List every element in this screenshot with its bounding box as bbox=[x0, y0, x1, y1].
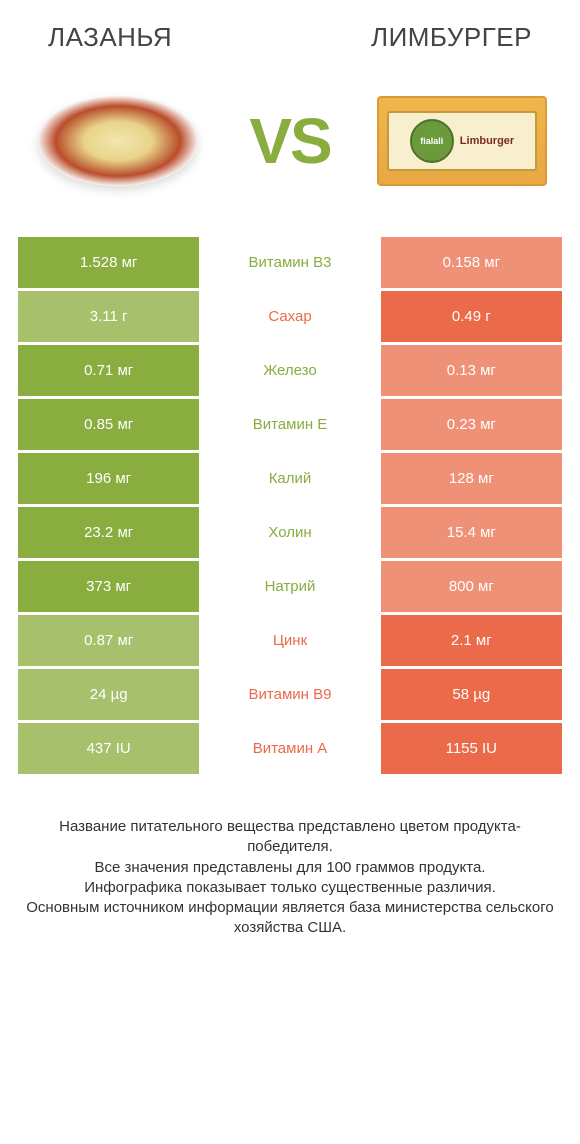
right-value: 1155 IU bbox=[381, 723, 562, 777]
table-row: 1.528 мгВитамин B30.158 мг bbox=[18, 237, 562, 291]
table-row: 437 IUВитамин A1155 IU bbox=[18, 723, 562, 777]
nutrient-name: Витамин B9 bbox=[199, 669, 380, 723]
nutrient-name: Витамин E bbox=[199, 399, 380, 453]
right-value: 0.158 мг bbox=[381, 237, 562, 291]
limburger-icon: fialali Limburger bbox=[377, 96, 547, 186]
left-value: 373 мг bbox=[18, 561, 199, 615]
left-value: 0.87 мг bbox=[18, 615, 199, 669]
left-value: 0.85 мг bbox=[18, 399, 199, 453]
left-value: 24 µg bbox=[18, 669, 199, 723]
footer-line: Название питательного вещества представл… bbox=[26, 817, 554, 858]
left-value: 1.528 мг bbox=[18, 237, 199, 291]
right-value: 2.1 мг bbox=[381, 615, 562, 669]
left-value: 3.11 г bbox=[18, 291, 199, 345]
right-product-image: fialali Limburger bbox=[372, 81, 552, 201]
nutrient-name: Витамин A bbox=[199, 723, 380, 777]
left-value: 23.2 мг bbox=[18, 507, 199, 561]
nutrient-name: Железо bbox=[199, 345, 380, 399]
table-row: 3.11 гСахар0.49 г bbox=[18, 291, 562, 345]
right-value: 0.23 мг bbox=[381, 399, 562, 453]
footer-notes: Название питательного вещества представл… bbox=[18, 817, 562, 939]
table-row: 0.87 мгЦинк2.1 мг bbox=[18, 615, 562, 669]
right-product-title: Лимбургер bbox=[371, 22, 532, 53]
table-row: 196 мгКалий128 мг bbox=[18, 453, 562, 507]
left-value: 196 мг bbox=[18, 453, 199, 507]
right-value: 128 мг bbox=[381, 453, 562, 507]
table-row: 0.71 мгЖелезо0.13 мг bbox=[18, 345, 562, 399]
table-row: 0.85 мгВитамин E0.23 мг bbox=[18, 399, 562, 453]
table-row: 373 мгНатрий800 мг bbox=[18, 561, 562, 615]
left-value: 437 IU bbox=[18, 723, 199, 777]
right-value: 58 µg bbox=[381, 669, 562, 723]
nutrient-name: Калий bbox=[199, 453, 380, 507]
nutrient-name: Сахар bbox=[199, 291, 380, 345]
table-row: 24 µgВитамин B958 µg bbox=[18, 669, 562, 723]
left-product-image bbox=[28, 81, 208, 201]
nutrient-name: Витамин B3 bbox=[199, 237, 380, 291]
lasagna-icon bbox=[38, 96, 198, 186]
footer-line: Инфографика показывает только существенн… bbox=[26, 878, 554, 898]
footer-line: Основным источником информации является … bbox=[26, 898, 554, 939]
nutrient-name: Цинк bbox=[199, 615, 380, 669]
nutrient-name: Натрий bbox=[199, 561, 380, 615]
nutrient-name: Холин bbox=[199, 507, 380, 561]
footer-line: Все значения представлены для 100 граммо… bbox=[26, 858, 554, 878]
products-image-row: VS fialali Limburger bbox=[18, 81, 562, 237]
left-product-title: Лазанья bbox=[48, 22, 172, 53]
right-value: 800 мг bbox=[381, 561, 562, 615]
left-value: 0.71 мг bbox=[18, 345, 199, 399]
table-row: 23.2 мгХолин15.4 мг bbox=[18, 507, 562, 561]
right-value: 0.13 мг bbox=[381, 345, 562, 399]
right-value: 15.4 мг bbox=[381, 507, 562, 561]
titles-row: Лазанья Лимбургер bbox=[18, 22, 562, 53]
comparison-table: 1.528 мгВитамин B30.158 мг3.11 гСахар0.4… bbox=[18, 237, 562, 777]
vs-label: VS bbox=[249, 104, 330, 178]
right-value: 0.49 г bbox=[381, 291, 562, 345]
